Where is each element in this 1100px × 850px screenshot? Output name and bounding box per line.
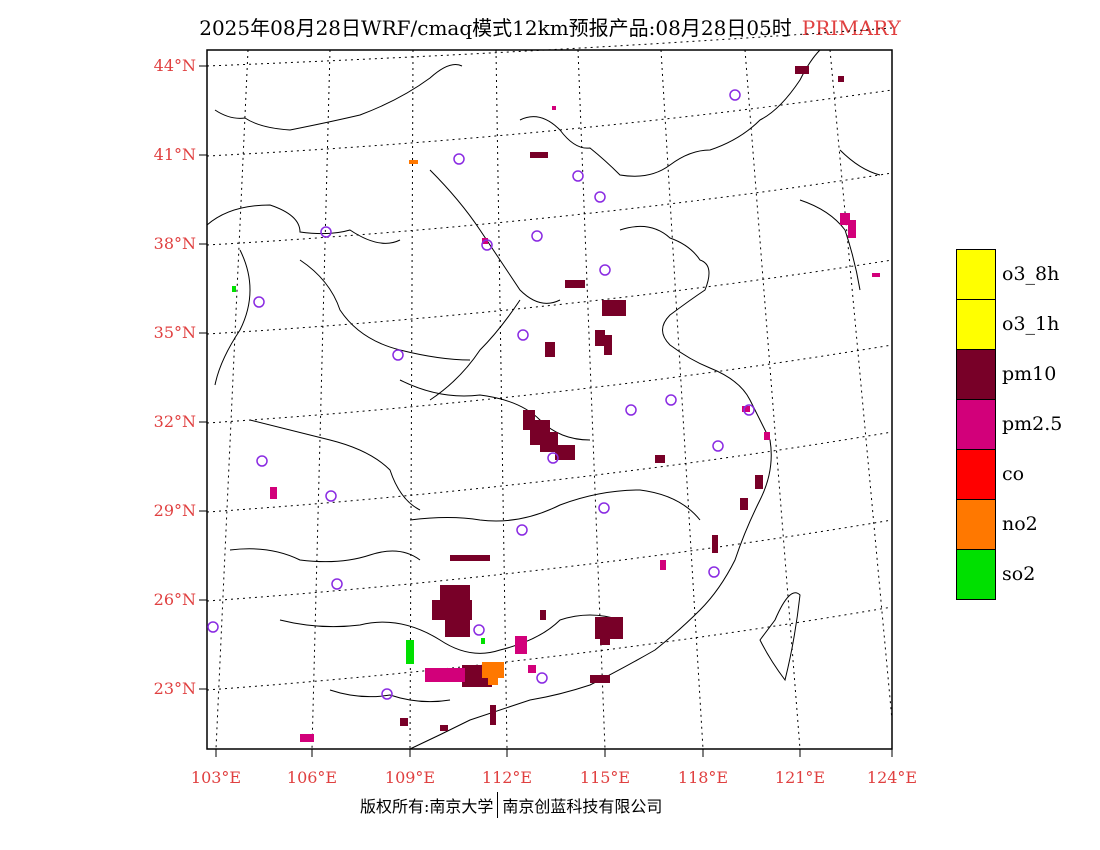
- lat-label-44: 44°N: [153, 56, 196, 75]
- title-main: 2025年08月28日WRF/cmaq模式12km预报产品:08月28日05时: [199, 16, 792, 40]
- legend-swatch: [956, 399, 996, 450]
- lon-label-109: 109°E: [384, 768, 436, 787]
- station-circle: [594, 191, 606, 203]
- station-circle: [536, 672, 548, 684]
- legend-swatch: [956, 449, 996, 500]
- station-circle: [547, 452, 559, 464]
- latitude-gridlines: [206, 27, 893, 691]
- map-frame: [206, 49, 893, 750]
- pm25-cells: [270, 106, 880, 742]
- lon-label-124: 124°E: [866, 768, 918, 787]
- station-circle: [381, 688, 393, 700]
- lat-label-35: 35°N: [153, 323, 196, 342]
- station-markers: [207, 89, 755, 700]
- legend-label: so2: [1002, 563, 1036, 585]
- lat-label-38: 38°N: [153, 234, 196, 253]
- station-circle: [392, 349, 404, 361]
- lon-label-103: 103°E: [190, 768, 242, 787]
- station-circle: [599, 264, 611, 276]
- lat-label-41: 41°N: [153, 145, 196, 164]
- legend-label: o3_8h: [1002, 263, 1060, 285]
- lon-label-115: 115°E: [579, 768, 631, 787]
- station-circle: [473, 624, 485, 636]
- station-circle: [516, 524, 528, 536]
- title-primary-tag: PRIMARY: [801, 16, 901, 40]
- station-circle: [256, 455, 268, 467]
- station-circle: [325, 490, 337, 502]
- station-circle: [665, 394, 677, 406]
- station-circle: [572, 170, 584, 182]
- longitude-gridlines: [215, 49, 893, 750]
- lon-label-112: 112°E: [481, 768, 533, 787]
- legend-swatch: [956, 249, 996, 300]
- boundaries: [206, 49, 881, 750]
- station-circle: [531, 230, 543, 242]
- station-circle: [729, 89, 741, 101]
- lat-label-26: 26°N: [153, 590, 196, 609]
- station-circle: [481, 239, 493, 251]
- station-circle: [453, 153, 465, 165]
- lon-label-118: 118°E: [677, 768, 729, 787]
- pm10-cells: [400, 66, 844, 731]
- legend-swatch: [956, 299, 996, 350]
- legend-label: no2: [1002, 513, 1038, 535]
- station-circle: [207, 621, 219, 633]
- legend-swatch: [956, 349, 996, 400]
- copyright-right: 南京创蓝科技有限公司: [502, 797, 663, 816]
- lat-label-23: 23°N: [153, 679, 196, 698]
- legend-swatch: [956, 499, 996, 550]
- legend-label: pm10: [1002, 363, 1057, 385]
- station-circle: [331, 578, 343, 590]
- lon-label-121: 121°E: [774, 768, 826, 787]
- legend-label: co: [1002, 463, 1025, 485]
- footer-divider: [497, 792, 499, 818]
- legend-label: o3_1h: [1002, 313, 1060, 335]
- copyright-footer: 版权所有:南京大学 南京创蓝科技有限公司: [360, 792, 662, 818]
- station-circle: [708, 566, 720, 578]
- station-circle: [253, 296, 265, 308]
- station-circle: [712, 440, 724, 452]
- copyright-left: 版权所有:南京大学: [360, 797, 494, 816]
- map-title: 2025年08月28日WRF/cmaq模式12km预报产品:08月28日05时 P…: [0, 12, 1100, 41]
- station-circle: [598, 502, 610, 514]
- station-circle: [625, 404, 637, 416]
- so2-cells: [232, 286, 485, 664]
- axis-ticks: [199, 65, 893, 757]
- lat-label-29: 29°N: [153, 501, 196, 520]
- no2-cells: [409, 160, 504, 685]
- station-circle: [320, 226, 332, 238]
- lat-label-32: 32°N: [153, 412, 196, 431]
- legend-swatch: [956, 549, 996, 600]
- station-circle: [743, 404, 755, 416]
- station-circle: [517, 329, 529, 341]
- lon-label-106: 106°E: [286, 768, 338, 787]
- legend-label: pm2.5: [1002, 413, 1063, 435]
